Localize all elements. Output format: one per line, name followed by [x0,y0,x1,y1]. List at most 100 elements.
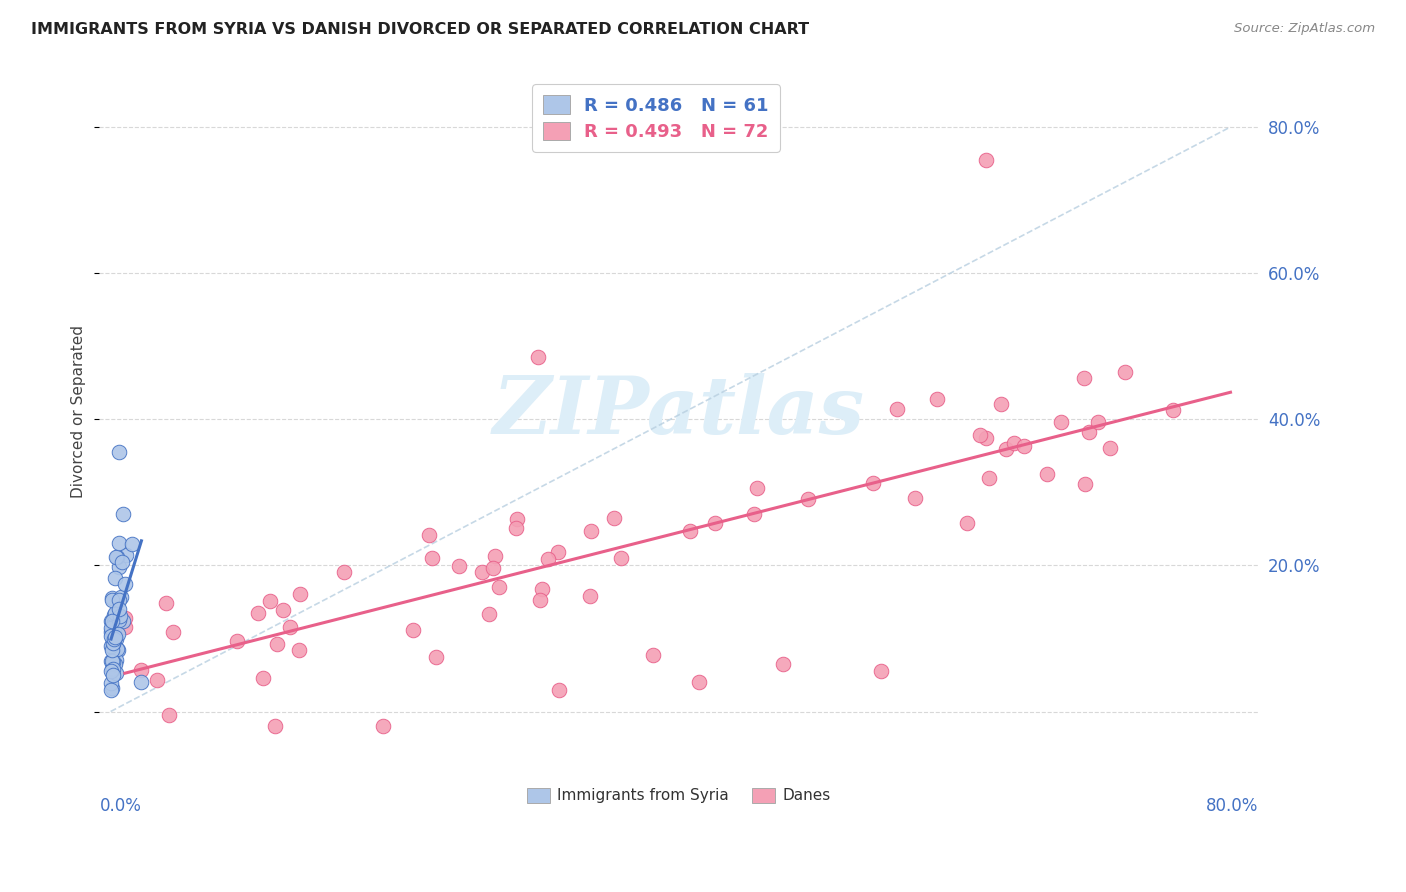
Point [579,524,602,539]
Point [108,613,131,627]
Point [927,392,949,406]
Point [1074,476,1097,491]
Point [100,592,122,607]
Point [271,603,294,617]
Point [745,481,768,495]
Point [259,593,281,607]
Point [107,609,129,624]
Point [103,636,125,650]
Point [103,571,125,585]
Point [101,614,124,628]
Point [609,551,631,566]
Point [114,611,136,625]
Y-axis label: Divorced or Separated: Divorced or Separated [72,326,86,499]
Point [100,639,122,653]
Point [103,615,125,629]
Point [105,652,128,666]
Point [679,524,702,539]
Point [278,619,301,633]
Point [108,445,131,459]
Point [252,671,274,685]
Point [772,657,794,671]
Point [103,607,125,622]
Point [100,655,122,669]
Point [107,642,129,657]
Point [108,560,131,574]
Text: ZIPatlas: ZIPatlas [494,373,865,450]
Point [108,536,131,550]
Text: Source: ZipAtlas.com: Source: ZipAtlas.com [1234,22,1375,36]
Point [956,516,979,530]
Point [537,551,560,566]
Point [969,428,991,442]
Point [266,637,288,651]
Point [111,507,134,521]
Point [103,642,125,657]
Point [101,640,124,654]
Point [603,511,626,525]
Point [247,606,270,620]
Point [107,608,129,623]
Point [101,662,124,676]
Point [1036,467,1059,481]
Point [529,593,551,607]
Point [797,491,820,506]
Point [904,491,927,505]
Point [1050,415,1073,429]
Point [157,707,180,722]
Point [101,591,124,605]
Point [862,476,884,491]
Point [579,590,602,604]
Point [1098,441,1121,455]
Point [114,548,136,562]
Point [547,544,569,558]
Point [1012,439,1035,453]
Point [131,663,153,677]
Point [869,665,891,679]
Point [100,664,122,678]
Point [264,719,287,733]
Point [103,632,125,646]
Point [526,350,548,364]
Point [108,602,131,616]
Point [101,636,124,650]
Point [478,607,501,621]
Point [101,668,124,682]
Point [101,624,124,638]
Point [100,682,122,697]
Point [886,402,908,417]
Point [505,521,527,535]
Point [484,549,506,563]
Point [105,550,128,565]
Text: 80.0%: 80.0% [1206,797,1258,814]
Point [111,614,134,628]
Point [114,620,136,634]
Point [101,643,124,657]
Point [103,632,125,646]
Point [287,643,309,657]
Point [974,432,997,446]
Point [1077,425,1099,439]
Point [447,558,470,573]
Point [1087,415,1109,429]
Text: 0.0%: 0.0% [100,797,142,814]
Point [131,675,153,690]
Point [425,649,447,664]
Legend: Immigrants from Syria, Danes: Immigrants from Syria, Danes [520,781,837,810]
Point [103,625,125,640]
Point [420,550,443,565]
Point [104,632,127,646]
Point [100,662,122,676]
Point [108,609,131,624]
Point [1161,403,1184,417]
Point [114,577,136,591]
Point [226,634,249,648]
Point [742,507,765,521]
Point [482,561,505,575]
Point [105,641,128,656]
Point [1004,436,1026,450]
Point [488,580,510,594]
Point [506,512,529,526]
Text: IMMIGRANTS FROM SYRIA VS DANISH DIVORCED OR SEPARATED CORRELATION CHART: IMMIGRANTS FROM SYRIA VS DANISH DIVORCED… [31,22,808,37]
Point [974,153,997,167]
